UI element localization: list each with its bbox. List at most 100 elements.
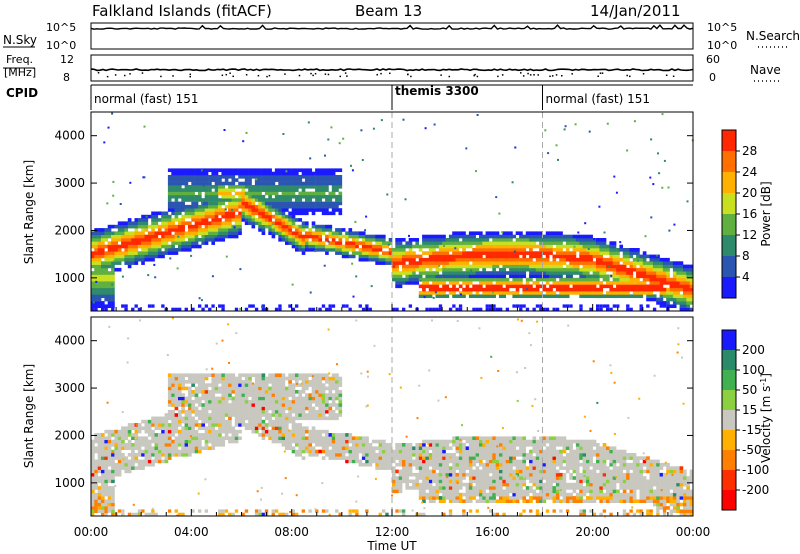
velocity-echo xyxy=(335,380,339,384)
power-echo xyxy=(228,231,232,236)
power-echo xyxy=(258,185,262,189)
velocity-echo xyxy=(298,406,303,411)
velocity-echo xyxy=(301,449,306,454)
power-echo xyxy=(261,218,266,222)
power-echo xyxy=(325,188,329,192)
power-echo xyxy=(124,257,129,262)
power-echo xyxy=(151,241,155,245)
power-echo xyxy=(211,175,216,179)
velocity-echo xyxy=(114,462,119,467)
power-echo xyxy=(686,200,689,203)
velocity-echo xyxy=(298,433,303,437)
power-echo xyxy=(412,257,416,262)
velocity-echo xyxy=(201,446,206,451)
velocity-echo xyxy=(91,472,95,477)
power-echo xyxy=(639,291,644,295)
colorbar-swatch xyxy=(722,256,736,278)
power-echo xyxy=(264,214,269,219)
velocity-echo xyxy=(341,446,346,451)
power-echo xyxy=(167,201,172,206)
power-echo xyxy=(545,274,550,279)
power-echo xyxy=(338,181,343,186)
power-echo xyxy=(114,251,119,255)
power-echo xyxy=(101,277,105,282)
power-echo xyxy=(652,277,657,282)
velocity-echo xyxy=(191,383,195,387)
velocity-echo xyxy=(331,403,336,407)
velocity-echo xyxy=(238,376,242,381)
power-echo xyxy=(221,171,226,176)
power-echo xyxy=(455,271,460,275)
velocity-echo xyxy=(308,393,313,397)
velocity-echo xyxy=(258,386,262,391)
velocity-echo xyxy=(291,406,296,411)
power-echo xyxy=(545,251,550,255)
power-echo xyxy=(258,188,262,192)
power-echo xyxy=(442,267,446,272)
power-echo xyxy=(218,191,222,196)
velocity-echo xyxy=(107,476,112,480)
velocity-echo xyxy=(274,439,279,444)
velocity-echo xyxy=(402,443,406,447)
power-echo xyxy=(97,254,102,259)
velocity-echo xyxy=(321,446,326,451)
velocity-echo xyxy=(211,376,216,381)
power-echo xyxy=(315,168,319,173)
velocity-echo xyxy=(198,423,202,427)
velocity-echo xyxy=(228,409,232,414)
power-echo xyxy=(519,261,523,265)
power-echo xyxy=(268,168,272,173)
power-echo xyxy=(599,294,604,299)
power-echo xyxy=(616,274,620,279)
power-echo xyxy=(599,267,604,272)
velocity-echo xyxy=(331,383,336,387)
power-echo xyxy=(258,178,262,182)
power-echo xyxy=(178,171,182,176)
power-echo xyxy=(164,221,169,226)
power-echo xyxy=(285,201,289,206)
power-echo xyxy=(104,264,109,269)
power-echo xyxy=(291,175,296,179)
power-echo xyxy=(311,178,316,182)
velocity-echo xyxy=(361,443,366,447)
power-echo xyxy=(335,234,339,239)
power-echo xyxy=(101,294,105,299)
velocity-echo xyxy=(114,449,119,454)
power-echo xyxy=(191,224,195,229)
power-echo xyxy=(405,257,410,262)
velocity-echo xyxy=(311,406,316,411)
velocity-echo xyxy=(238,373,242,378)
power-echo xyxy=(224,194,229,199)
velocity-echo xyxy=(171,383,175,387)
power-echo xyxy=(124,221,129,226)
power-echo xyxy=(315,234,319,239)
velocity-echo xyxy=(107,449,112,454)
power-echo xyxy=(489,244,493,249)
power-echo xyxy=(111,267,115,272)
power-echo xyxy=(579,284,583,289)
nave-dot xyxy=(298,74,301,77)
velocity-echo xyxy=(194,449,199,454)
power-echo xyxy=(224,214,229,219)
power-echo xyxy=(338,248,343,252)
power-echo xyxy=(291,244,296,249)
velocity-echo xyxy=(301,416,306,421)
power-echo xyxy=(191,178,195,182)
power-echo xyxy=(174,175,179,179)
power-echo xyxy=(164,224,169,229)
power-echo xyxy=(248,304,252,308)
power-echo xyxy=(532,244,537,249)
power-echo xyxy=(395,281,399,285)
power-echo xyxy=(525,284,530,289)
velocity-echo xyxy=(121,466,125,470)
power-echo xyxy=(485,304,489,308)
velocity-echo xyxy=(161,436,165,441)
power-echo xyxy=(97,301,102,305)
velocity-echo xyxy=(161,453,165,457)
power-echo xyxy=(271,178,276,182)
power-echo xyxy=(485,271,490,275)
power-echo xyxy=(261,194,266,199)
velocity-echo xyxy=(301,456,306,460)
power-echo xyxy=(424,127,427,130)
power-echo xyxy=(649,257,654,262)
